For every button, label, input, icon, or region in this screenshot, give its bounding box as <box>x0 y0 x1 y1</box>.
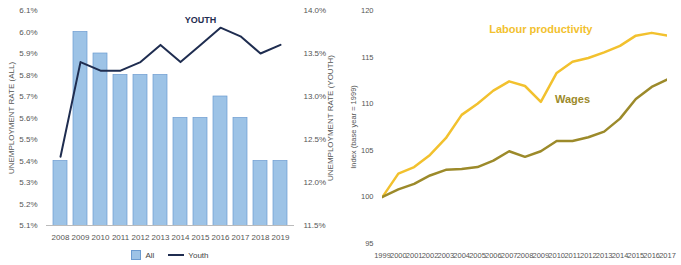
svg-text:Labour productivity: Labour productivity <box>489 23 593 35</box>
svg-text:5.4%: 5.4% <box>19 157 37 166</box>
svg-text:5.6%: 5.6% <box>19 114 37 123</box>
svg-text:2004: 2004 <box>453 251 470 260</box>
html-text:Youth: Youth <box>188 250 209 260</box>
svg-text:12.5%: 12.5% <box>304 135 327 144</box>
svg-text:110: 110 <box>362 99 374 108</box>
svg-text:2017: 2017 <box>232 233 250 242</box>
svg-text:2010: 2010 <box>92 233 110 242</box>
svg-text:2008: 2008 <box>52 233 70 242</box>
svg-text:2014: 2014 <box>172 233 190 242</box>
svg-text:13.5%: 13.5% <box>304 49 327 58</box>
svg-text:2019: 2019 <box>272 233 290 242</box>
svg-text:Index (base year = 1999): Index (base year = 1999) <box>349 85 358 169</box>
svg-text:2012: 2012 <box>132 233 150 242</box>
svg-text:12.0%: 12.0% <box>304 178 327 187</box>
svg-text:2012: 2012 <box>580 251 597 260</box>
svg-text:2009: 2009 <box>72 233 90 242</box>
svg-text:2018: 2018 <box>252 233 270 242</box>
svg-text:95: 95 <box>365 239 373 248</box>
svg-text:UNEMPLOYMENT RATE (ALL): UNEMPLOYMENT RATE (ALL) <box>7 62 16 175</box>
svg-text:5.3%: 5.3% <box>19 178 37 187</box>
svg-text:2001: 2001 <box>406 251 423 260</box>
svg-text:115: 115 <box>362 53 374 62</box>
svg-text:2015: 2015 <box>192 233 210 242</box>
html-text:All: All <box>145 250 155 260</box>
svg-text:2005: 2005 <box>469 251 486 260</box>
svg-text:2013: 2013 <box>596 251 613 260</box>
svg-text:5.1%: 5.1% <box>19 221 37 230</box>
svg-text:5.5%: 5.5% <box>19 135 37 144</box>
svg-text:2008: 2008 <box>517 251 534 260</box>
svg-text:2017: 2017 <box>659 251 676 260</box>
svg-text:105: 105 <box>361 146 374 155</box>
svg-text:6.1%: 6.1% <box>19 6 37 15</box>
svg-text:2016: 2016 <box>643 251 660 260</box>
svg-text:5.9%: 5.9% <box>19 49 37 58</box>
svg-text:1999: 1999 <box>374 251 391 260</box>
svg-text:2002: 2002 <box>422 251 439 260</box>
svg-text:2000: 2000 <box>390 251 407 260</box>
svg-text:2016: 2016 <box>212 233 230 242</box>
svg-text:100: 100 <box>361 192 374 201</box>
svg-text:YOUTH: YOUTH <box>185 15 217 25</box>
svg-text:6.0%: 6.0% <box>19 28 37 37</box>
svg-text:UNEMPLOYMENT RATE (YOUTH): UNEMPLOYMENT RATE (YOUTH) <box>326 55 335 181</box>
svg-text:5.7%: 5.7% <box>19 92 37 101</box>
svg-text:2011: 2011 <box>112 233 130 242</box>
svg-text:2003: 2003 <box>437 251 454 260</box>
svg-text:14.0%: 14.0% <box>304 6 327 15</box>
svg-text:2014: 2014 <box>612 251 629 260</box>
svg-text:2009: 2009 <box>532 251 549 260</box>
svg-text:2006: 2006 <box>485 251 502 260</box>
svg-text:5.8%: 5.8% <box>19 71 37 80</box>
svg-text:11.5%: 11.5% <box>304 221 326 230</box>
svg-text:2015: 2015 <box>627 251 644 260</box>
svg-text:2011: 2011 <box>564 251 580 260</box>
svg-text:5.2%: 5.2% <box>19 200 37 209</box>
svg-text:120: 120 <box>361 6 374 15</box>
svg-text:2007: 2007 <box>501 251 518 260</box>
svg-text:2013: 2013 <box>152 233 170 242</box>
svg-text:13.0%: 13.0% <box>304 92 327 101</box>
svg-text:Wages: Wages <box>555 93 590 105</box>
svg-text:2010: 2010 <box>548 251 565 260</box>
